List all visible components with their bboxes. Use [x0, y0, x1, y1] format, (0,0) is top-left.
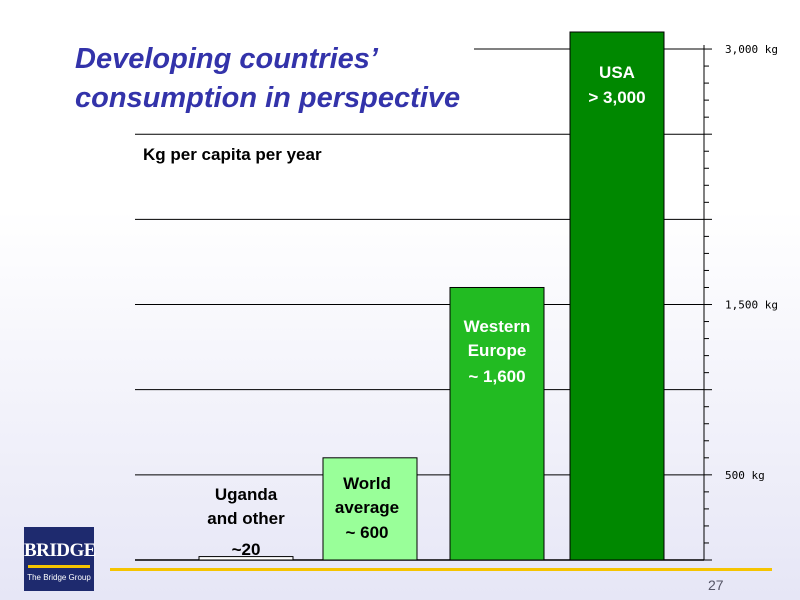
y-axis-label: Kg per capita per year — [143, 145, 322, 164]
bar-label-2-2: ~ 1,600 — [468, 367, 525, 386]
bar-label-1-2: ~ 600 — [345, 523, 388, 542]
bar-label-0-2: ~20 — [232, 540, 261, 559]
logo-subtitle: The Bridge Group — [27, 573, 91, 582]
bar-0 — [198, 556, 294, 561]
logo-word: BRIDGE — [24, 540, 96, 561]
axis-tick-label-2: 500 kg — [725, 469, 765, 482]
bar-label-0-1: and other — [207, 509, 285, 528]
page-number: 27 — [708, 577, 724, 593]
axis-tick-label-1: 1,500 kg — [725, 299, 778, 312]
bar-label-0-0: Uganda — [215, 485, 278, 504]
logo-stripe — [28, 565, 90, 568]
bar-label-1-1: average — [335, 498, 399, 517]
bar-label-1-0: World — [343, 474, 391, 493]
chart-bars: Uganda and other ~20 World average ~ 600 Weste… — [198, 31, 665, 561]
bar-label-3-1: > 3,000 — [588, 88, 645, 107]
axis-tick-label-0: 3,000 kg — [725, 43, 778, 56]
footer-divider — [110, 568, 772, 571]
chart-right-axis: 3,000 kg 1,500 kg 500 kg — [703, 43, 778, 561]
title-line-1: Developing countries’ — [75, 43, 378, 75]
bridge-group-logo: BRIDGE The Bridge Group — [24, 527, 96, 591]
bar-3 — [569, 31, 665, 561]
bar-2 — [449, 286, 545, 561]
bar-label-2-1: Europe — [468, 341, 527, 360]
bar-label-3-0: USA — [599, 63, 635, 82]
title-line-2: consumption in perspective — [75, 82, 461, 114]
bar-label-2-0: Western — [464, 317, 531, 336]
slide-title: Developing countries’ consumption in per… — [75, 40, 460, 118]
bar-1 — [322, 457, 418, 561]
